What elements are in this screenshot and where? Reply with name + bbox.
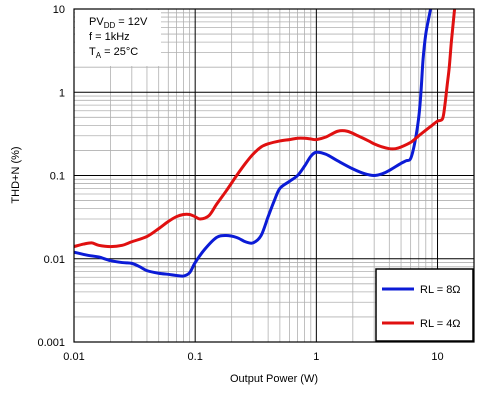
conditions-box [75,10,161,66]
legend-label-8ohm: RL = 8Ω [420,284,461,296]
condition-frequency: f = 1kHz [89,31,130,43]
condition-temperature: TA = 25°C [89,46,138,60]
legend-box [375,268,474,342]
legend: RL = 8Ω RL = 4Ω [375,268,474,342]
x-axis-label: Output Power (W) [230,373,318,385]
y-tick-label: 0.01 [44,254,65,266]
y-axis-label: THD+N (%) [10,146,22,203]
x-tick-label: 1 [313,351,319,363]
y-tick-label: 10 [53,4,65,16]
x-tick-labels: 0.01 0.1 1 10 [63,351,443,363]
legend-label-4ohm: RL = 4Ω [420,318,461,330]
condition-supply-voltage: PVDD = 12V [89,16,148,30]
x-tick-label: 0.1 [188,351,203,363]
y-tick-labels: 0.001 0.01 0.1 1 10 [37,4,65,349]
y-tick-label: 1 [59,87,65,99]
y-tick-label: 0.001 [37,337,65,349]
x-tick-label: 10 [431,351,443,363]
series-layer [74,9,457,278]
x-tick-label: 0.01 [63,351,84,363]
plot-frame [73,8,475,343]
series-line-8ohm [74,9,433,278]
series-line-4ohm [74,9,457,249]
y-tick-label: 0.1 [50,171,65,183]
